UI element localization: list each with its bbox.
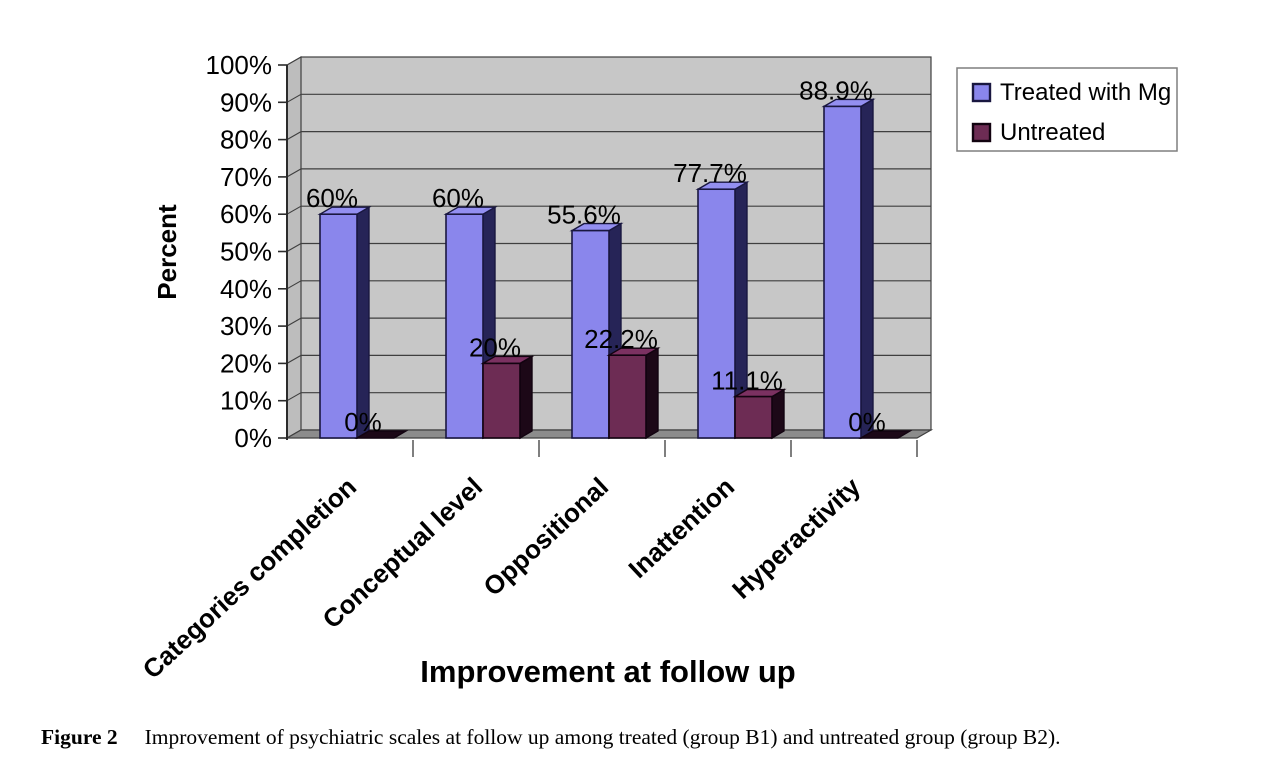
wall-gridline-connector [286,205,302,215]
wall-gridline-connector [286,131,302,141]
bar-untreated-0-flat [354,430,409,439]
category-label: Categories completion [137,471,362,684]
wall-gridline-connector [286,56,302,66]
y-axis-tick-label: 100% [206,50,273,80]
bar-treated-4-face [823,105,862,439]
bar-untreated-2-face [608,354,647,439]
y-axis-tick-label: 20% [220,348,272,378]
y-axis-tick-label: 30% [220,311,272,341]
bar-treated-0-side [356,205,370,440]
figure-caption: Figure 2 Improvement of psychiatric scale… [41,725,1256,750]
wall-gridline-connector [286,93,302,103]
bar-value-label: 60% [306,183,358,213]
y-axis-tick-label: 0% [234,423,272,453]
bar-untreated-1-face [482,362,521,439]
wall-gridline-connector [286,392,302,402]
bar-untreated-3-face [734,395,773,439]
figure-caption-text: Improvement of psychiatric scales at fol… [144,725,1061,749]
y-axis-tick-label: 80% [220,125,272,155]
wall-gridline-connector [286,243,302,252]
bar-value-label: 55.6% [547,200,621,230]
bar-value-label: 77.7% [673,158,747,188]
bar-treated-2-face [571,229,610,439]
bar-treated-0-face [319,213,358,439]
wall-gridline-connector [286,280,302,290]
bar-treated-3-face [697,188,736,439]
y-axis-title: Percent [152,204,182,300]
bar-value-label: 88.9% [799,75,873,105]
y-axis-tick-label: 50% [220,237,272,267]
legend-label-treated: Treated with Mg [1000,79,1171,106]
legend-swatch-untreated [971,122,992,143]
bar-value-label: 22.2% [584,324,658,354]
legend-swatch-treated [971,82,992,103]
bar-chart: 0% 10% 20% 30% 40% 50% 60% 70% 80% 90% 100% 60% 60% 5… [137,50,1178,689]
y-axis-tick-label: 60% [220,199,272,229]
y-axis-tick-label: 70% [220,162,272,192]
bar-value-label: 0% [344,407,382,437]
bar-value-label: 20% [469,332,521,362]
figure-caption-label: Figure 2 [41,725,118,749]
wall-gridline-connector [286,317,302,327]
x-axis-title: Improvement at follow up [420,654,795,689]
bar-treated-4-side [860,98,874,440]
bar-untreated-2-side [645,346,659,440]
bar-value-label: 60% [432,183,484,213]
bar-untreated-1-side [519,355,533,440]
y-axis-tick-label: 40% [220,274,272,304]
bar-treated-1-face [445,213,484,439]
wall-gridline-connector [286,354,302,364]
bar-untreated-3-side [771,388,785,440]
category-label: Hyperactivity [726,471,866,605]
legend-label-untreated: Untreated [1000,119,1105,146]
wall-gridline-connector [286,168,302,178]
legend-box [956,67,1178,152]
bar-value-label: 0% [848,407,886,437]
y-axis-tick-label: 90% [220,87,272,117]
bar-untreated-4-flat [858,430,913,439]
category-label: Inattention [622,471,740,584]
y-axis-tick-label: 10% [220,386,272,416]
category-label: Oppositional [477,471,614,601]
bar-value-label: 11.1% [711,366,783,396]
